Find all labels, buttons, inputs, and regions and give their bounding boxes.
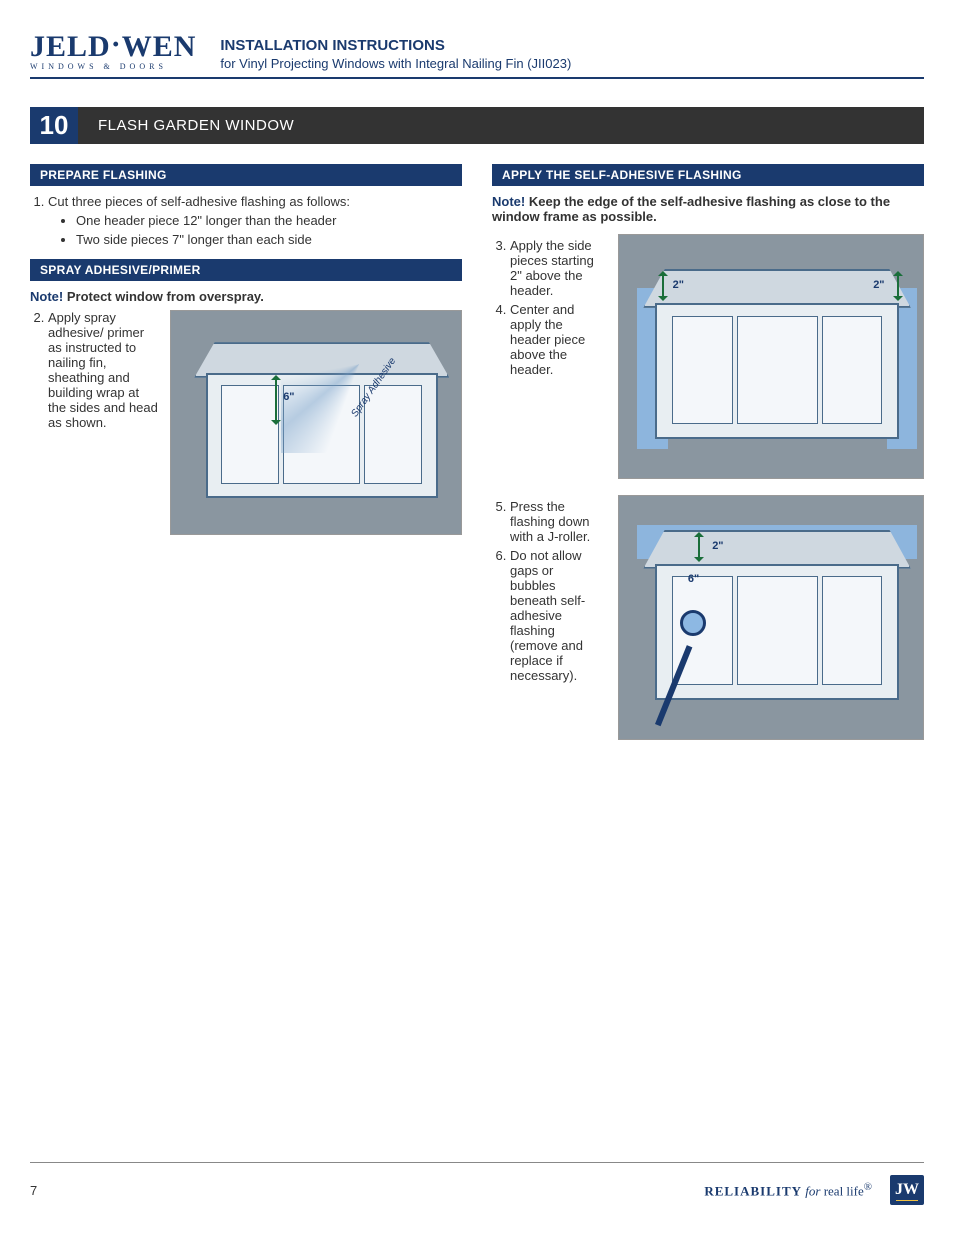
left-column: PREPARE FLASHING Cut three pieces of sel…	[30, 164, 462, 756]
header-rule	[30, 77, 924, 79]
footer-right: RELIABILITY for real life® JW	[704, 1175, 924, 1205]
right-column: APPLY THE SELF-ADHESIVE FLASHING Note! K…	[492, 164, 924, 756]
step-label: FLASH GARDEN WINDOW	[78, 107, 924, 144]
brand-logo: JELD·WEN WINDOWS & DOORS	[30, 30, 196, 71]
spray-step-2: Apply spray adhesive/ primer as instruct…	[48, 310, 462, 535]
step-bar: 10 FLASH GARDEN WINDOW	[30, 107, 924, 144]
note-text: Protect window from overspray.	[67, 289, 264, 304]
apply-steps-56: Press the flashing down with a J-roller.…	[492, 499, 602, 683]
section-head-spray: SPRAY ADHESIVE/PRIMER	[30, 259, 462, 281]
apply-note: Note! Keep the edge of the self-adhesive…	[492, 194, 924, 224]
prepare-intro: Cut three pieces of self-adhesive flashi…	[48, 194, 350, 209]
page-number: 7	[30, 1183, 37, 1198]
apply-step-3: Apply the side pieces starting 2" above …	[510, 238, 602, 298]
section-head-apply: APPLY THE SELF-ADHESIVE FLASHING	[492, 164, 924, 186]
prepare-bullet-1: One header piece 12" longer than the hea…	[76, 213, 462, 228]
tagline-rest: real life	[824, 1183, 864, 1198]
spray-steps: Apply spray adhesive/ primer as instruct…	[30, 310, 462, 535]
note-lead: Note!	[492, 194, 525, 209]
content-columns: PREPARE FLASHING Cut three pieces of sel…	[30, 164, 924, 756]
fig2-dim-left: 2"	[671, 279, 686, 291]
prepare-bullet-2: Two side pieces 7" longer than each side	[76, 232, 462, 247]
section-head-prepare: PREPARE FLASHING	[30, 164, 462, 186]
doc-subtitle: for Vinyl Projecting Windows with Integr…	[220, 56, 924, 71]
prepare-bullets: One header piece 12" longer than the hea…	[48, 213, 462, 247]
tagline-ital: for	[805, 1183, 820, 1198]
fig2-dim-right: 2"	[871, 279, 886, 291]
figure-spray: 6" Spray Adhesive	[170, 310, 462, 535]
apply-row-2: Press the flashing down with a J-roller.…	[492, 495, 924, 740]
spray-note: Note! Protect window from overspray.	[30, 289, 462, 304]
doc-header: JELD·WEN WINDOWS & DOORS INSTALLATION IN…	[30, 30, 924, 71]
page-footer: 7 RELIABILITY for real life® JW	[30, 1162, 924, 1205]
header-text: INSTALLATION INSTRUCTIONS for Vinyl Proj…	[220, 37, 924, 71]
step-number: 10	[30, 107, 78, 144]
tagline-bold: RELIABILITY	[704, 1183, 802, 1198]
footer-tagline: RELIABILITY for real life®	[704, 1181, 872, 1199]
figure-apply-header: 2" 6"	[618, 495, 924, 740]
spray-step-2-text: Apply spray adhesive/ primer as instruct…	[48, 310, 158, 430]
j-roller-icon	[643, 603, 765, 724]
doc-title: INSTALLATION INSTRUCTIONS	[220, 37, 924, 54]
apply-step-6: Do not allow gaps or bubbles beneath sel…	[510, 548, 602, 683]
brand-name: JELD·WEN	[30, 30, 196, 63]
note-lead: Note!	[30, 289, 63, 304]
apply-step-5: Press the flashing down with a J-roller.	[510, 499, 602, 544]
prepare-steps: Cut three pieces of self-adhesive flashi…	[30, 194, 462, 247]
apply-row-1: Apply the side pieces starting 2" above …	[492, 234, 924, 479]
brand-tagline: WINDOWS & DOORS	[30, 62, 196, 71]
fig3-dim-top: 2"	[710, 540, 725, 552]
fig3-dim-side: 6"	[686, 573, 701, 585]
jw-badge-icon: JW	[890, 1175, 924, 1205]
figure-apply-sides: 2" 2"	[618, 234, 924, 479]
apply-step-4: Center and apply the header piece above …	[510, 302, 602, 377]
apply-steps-34: Apply the side pieces starting 2" above …	[492, 238, 602, 377]
note-text: Keep the edge of the self-adhesive flash…	[492, 194, 890, 224]
prepare-step-1: Cut three pieces of self-adhesive flashi…	[48, 194, 462, 247]
fig1-dim: 6"	[281, 391, 296, 403]
